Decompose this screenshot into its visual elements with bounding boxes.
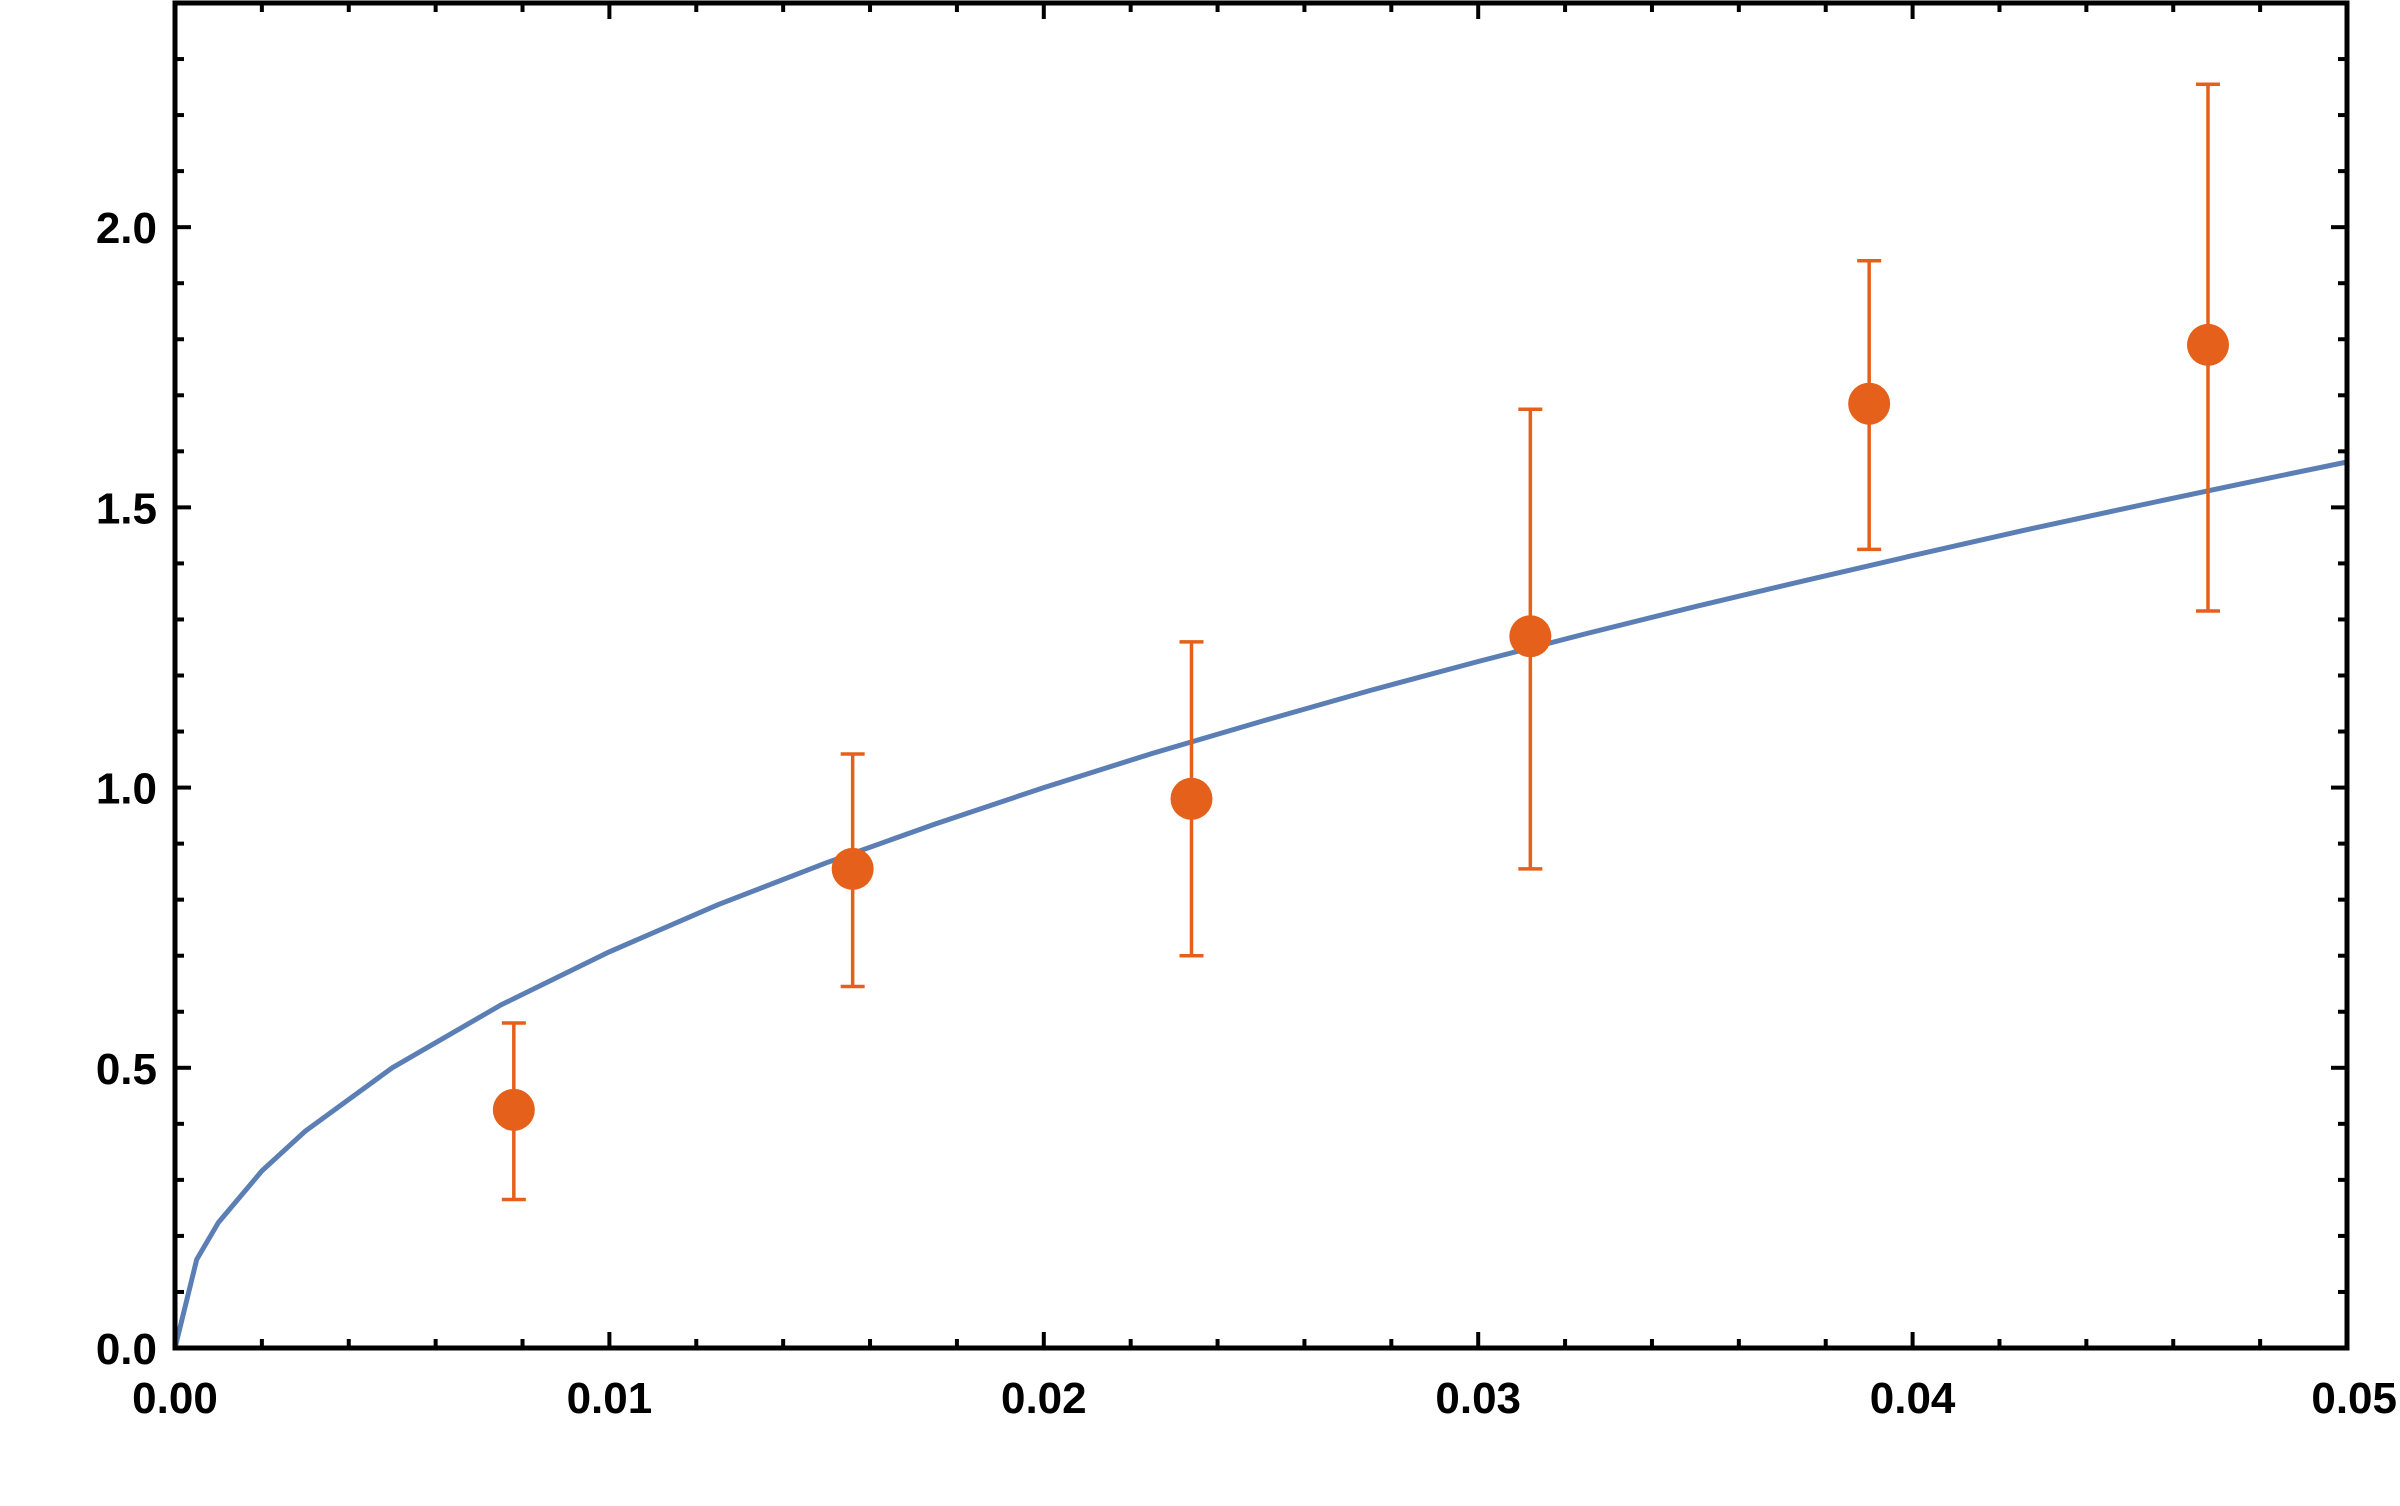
- y-tick-label: 1.0: [96, 765, 157, 814]
- x-tick-label: 0.03: [1435, 1374, 1521, 1423]
- fit-curve-line: [172, 459, 2348, 1349]
- x-tick-label: 0.04: [1870, 1374, 1956, 1423]
- fit-curve-layer: [172, 459, 2348, 1349]
- ticks-layer: [173, 1, 2349, 1350]
- data-point: [1848, 382, 1891, 425]
- x-tick-label: 0.01: [567, 1374, 653, 1423]
- x-tick-label: 0.05: [2311, 1374, 2397, 1423]
- y-tick-label: 1.5: [96, 484, 157, 533]
- plot-frame: [172, 0, 2350, 1351]
- x-tick-label: 0.00: [132, 1374, 218, 1423]
- x-tick-label: 0.02: [1001, 1374, 1087, 1423]
- tick-labels-layer: 0.00 0.01 0.02 0.03 0.04 0.05 0.0 0.5 1.0 1.5 2.0: [96, 204, 2397, 1423]
- data-point: [492, 1088, 535, 1131]
- data-point: [1509, 615, 1552, 658]
- y-tick-label: 2.0: [96, 204, 157, 253]
- data-points-layer: [492, 82, 2229, 1202]
- data-point: [1170, 777, 1213, 820]
- data-point: [831, 847, 874, 890]
- data-point: [2186, 323, 2229, 366]
- y-tick-label: 0.5: [96, 1045, 157, 1094]
- y-tick-label: 0.0: [96, 1325, 157, 1374]
